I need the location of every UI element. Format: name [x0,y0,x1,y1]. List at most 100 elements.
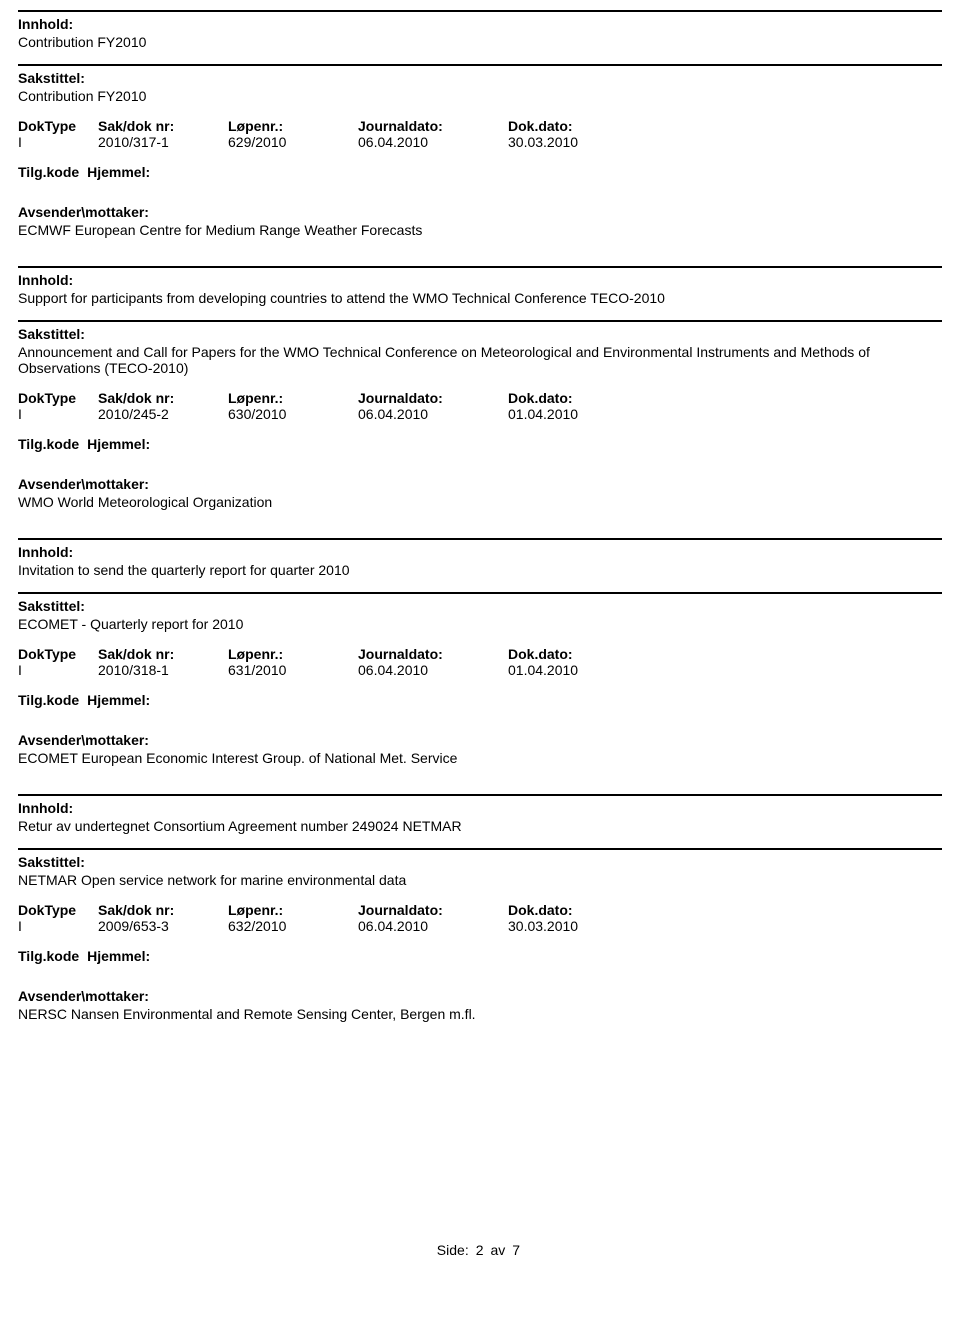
col-sakdok: Sak/dok nr: [98,646,228,662]
col-sakdok: Sak/dok nr: [98,390,228,406]
sakstittel-label: Sakstittel: [18,854,942,870]
val-sakdok: 2010/317-1 [98,134,228,150]
avsender-label: Avsender\mottaker: [18,988,942,1004]
columns-header: DokType Sak/dok nr: Løpenr.: Journaldato… [18,390,942,406]
footer-total: 7 [509,1242,523,1258]
col-dokdato: Dok.dato: [508,902,658,918]
separator [18,794,942,796]
separator [18,592,942,594]
innhold-label: Innhold: [18,16,942,32]
innhold-value: Retur av undertegnet Consortium Agreemen… [18,818,942,834]
col-sakdok: Sak/dok nr: [98,902,228,918]
footer-side: Side: [437,1242,469,1258]
page: Innhold: Contribution FY2010 Sakstittel:… [0,0,960,1258]
val-lopenr: 631/2010 [228,662,358,678]
footer-page: 2 [473,1242,487,1258]
col-sakdok: Sak/dok nr: [98,118,228,134]
col-lopenr: Løpenr.: [228,902,358,918]
innhold-value: Invitation to send the quarterly report … [18,562,942,578]
record: Innhold: Invitation to send the quarterl… [18,538,942,766]
val-doktype: I [18,134,98,150]
sakstittel-value: Contribution FY2010 [18,88,942,104]
footer-av: av [491,1242,506,1258]
innhold-value: Contribution FY2010 [18,34,942,50]
separator [18,538,942,540]
val-journaldato: 06.04.2010 [358,918,508,934]
separator [18,10,942,12]
columns-header: DokType Sak/dok nr: Løpenr.: Journaldato… [18,646,942,662]
col-doktype: DokType [18,646,98,662]
separator [18,64,942,66]
separator [18,848,942,850]
tilgkode-label: Tilg.kode [18,164,79,180]
val-doktype: I [18,406,98,422]
tilg-hjemmel: Tilg.kode Hjemmel: [18,436,942,452]
hjemmel-label: Hjemmel: [87,164,150,180]
col-lopenr: Løpenr.: [228,118,358,134]
val-doktype: I [18,662,98,678]
val-dokdato: 30.03.2010 [508,918,658,934]
tilgkode-label: Tilg.kode [18,692,79,708]
col-journaldato: Journaldato: [358,390,508,406]
columns-header: DokType Sak/dok nr: Løpenr.: Journaldato… [18,902,942,918]
sakstittel-value: NETMAR Open service network for marine e… [18,872,942,888]
columns-row: I 2010/318-1 631/2010 06.04.2010 01.04.2… [18,662,942,678]
val-sakdok: 2010/245-2 [98,406,228,422]
val-lopenr: 632/2010 [228,918,358,934]
col-journaldato: Journaldato: [358,118,508,134]
col-lopenr: Løpenr.: [228,646,358,662]
columns-row: I 2010/245-2 630/2010 06.04.2010 01.04.2… [18,406,942,422]
tilgkode-label: Tilg.kode [18,948,79,964]
val-dokdato: 30.03.2010 [508,134,658,150]
innhold-label: Innhold: [18,544,942,560]
avsender-value: WMO World Meteorological Organization [18,494,942,510]
col-doktype: DokType [18,118,98,134]
hjemmel-label: Hjemmel: [87,692,150,708]
separator [18,320,942,322]
tilgkode-label: Tilg.kode [18,436,79,452]
val-journaldato: 06.04.2010 [358,406,508,422]
tilg-hjemmel: Tilg.kode Hjemmel: [18,164,942,180]
val-sakdok: 2010/318-1 [98,662,228,678]
innhold-label: Innhold: [18,272,942,288]
val-lopenr: 629/2010 [228,134,358,150]
col-dokdato: Dok.dato: [508,390,658,406]
columns-row: I 2009/653-3 632/2010 06.04.2010 30.03.2… [18,918,942,934]
val-sakdok: 2009/653-3 [98,918,228,934]
col-journaldato: Journaldato: [358,646,508,662]
avsender-label: Avsender\mottaker: [18,476,942,492]
record: Innhold: Support for participants from d… [18,266,942,510]
sakstittel-label: Sakstittel: [18,70,942,86]
avsender-value: NERSC Nansen Environmental and Remote Se… [18,1006,942,1022]
val-doktype: I [18,918,98,934]
page-footer: Side: 2 av 7 [18,1242,942,1258]
avsender-value: ECMWF European Centre for Medium Range W… [18,222,942,238]
hjemmel-label: Hjemmel: [87,948,150,964]
tilg-hjemmel: Tilg.kode Hjemmel: [18,692,942,708]
record: Innhold: Contribution FY2010 Sakstittel:… [18,10,942,238]
col-lopenr: Løpenr.: [228,390,358,406]
val-journaldato: 06.04.2010 [358,662,508,678]
columns-header: DokType Sak/dok nr: Løpenr.: Journaldato… [18,118,942,134]
hjemmel-label: Hjemmel: [87,436,150,452]
val-journaldato: 06.04.2010 [358,134,508,150]
columns-row: I 2010/317-1 629/2010 06.04.2010 30.03.2… [18,134,942,150]
separator [18,266,942,268]
innhold-label: Innhold: [18,800,942,816]
sakstittel-label: Sakstittel: [18,598,942,614]
sakstittel-value: Announcement and Call for Papers for the… [18,344,942,376]
col-doktype: DokType [18,902,98,918]
col-journaldato: Journaldato: [358,902,508,918]
tilg-hjemmel: Tilg.kode Hjemmel: [18,948,942,964]
avsender-label: Avsender\mottaker: [18,732,942,748]
sakstittel-value: ECOMET - Quarterly report for 2010 [18,616,942,632]
col-dokdato: Dok.dato: [508,118,658,134]
record: Innhold: Retur av undertegnet Consortium… [18,794,942,1022]
avsender-label: Avsender\mottaker: [18,204,942,220]
innhold-value: Support for participants from developing… [18,290,942,306]
val-dokdato: 01.04.2010 [508,406,658,422]
col-dokdato: Dok.dato: [508,646,658,662]
val-dokdato: 01.04.2010 [508,662,658,678]
col-doktype: DokType [18,390,98,406]
avsender-value: ECOMET European Economic Interest Group.… [18,750,942,766]
